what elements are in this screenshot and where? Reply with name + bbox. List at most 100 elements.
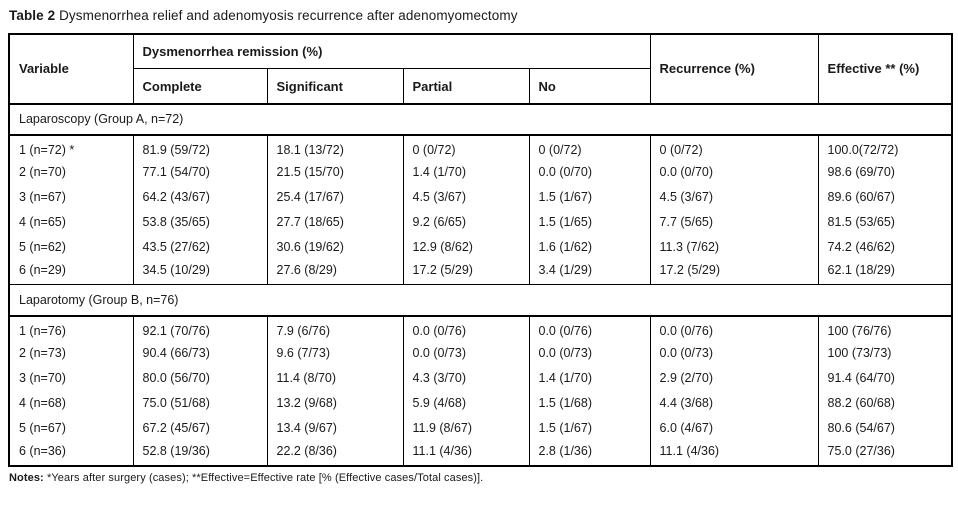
table-row: 3 (n=70) 80.0 (56/70) 11.4 (8/70) 4.3 (3/70…	[8, 365, 953, 391]
table-title-label: Table 2	[9, 8, 56, 23]
table-cell: 7.9 (6/76)	[266, 315, 404, 341]
table-cell: 0.0 (0/73)	[528, 340, 651, 366]
table-row: 2 (n=73) 90.4 (66/73) 9.6 (7/73) 0.0 (0/73)…	[8, 340, 953, 366]
row-variable-cell: 3 (n=67)	[8, 184, 134, 210]
table-cell: 4.4 (3/68)	[649, 390, 819, 416]
table-cell: 21.5 (15/70)	[266, 159, 404, 185]
table-cell: 12.9 (8/62)	[402, 234, 530, 260]
table-title-text: Dysmenorrhea relief and adenomyosis recu…	[55, 8, 518, 23]
table-row: 6 (n=29) 34.5 (10/29) 27.6 (8/29) 17.2 (5/2…	[8, 259, 953, 285]
table-row: 1 (n=76) 92.1 (70/76) 7.9 (6/76) 0.0 (0/76)…	[8, 315, 953, 341]
notes-label: Notes:	[9, 471, 44, 484]
table-cell: 81.9 (59/72)	[132, 134, 268, 160]
table-cell: 64.2 (43/67)	[132, 184, 268, 210]
table-cell: 75.0 (27/36)	[817, 440, 953, 466]
table-row: 5 (n=67) 67.2 (45/67) 13.4 (9/67) 11.9 (8/6…	[8, 415, 953, 441]
table-cell: 0 (0/72)	[649, 134, 819, 160]
row-variable-cell: 6 (n=36)	[8, 440, 134, 466]
table-cell: 9.2 (6/65)	[402, 209, 530, 235]
table-body: Laparoscopy (Group A, n=72) 1 (n=72) * 81.…	[8, 103, 953, 466]
table-cell: 11.1 (4/36)	[402, 440, 530, 466]
table-header: Variable Dysmenorrhea remission (%) Recu…	[8, 33, 953, 105]
table-cell: 4.5 (3/67)	[402, 184, 530, 210]
table-cell: 22.2 (8/36)	[266, 440, 404, 466]
section-row: Laparoscopy (Group A, n=72)	[9, 103, 953, 136]
table-row: 2 (n=70) 77.1 (54/70) 21.5 (15/70) 1.4 (1/7…	[8, 159, 953, 185]
row-variable-cell: 3 (n=70)	[8, 365, 134, 391]
section-header-label: Laparoscopy (Group A, n=72)	[9, 103, 953, 136]
table-row: 3 (n=67) 64.2 (43/67) 25.4 (17/67) 4.5 (3/6…	[8, 184, 953, 210]
column-header-effective: Effective ** (%)	[817, 33, 953, 105]
table-row: 4 (n=65) 53.8 (35/65) 27.7 (18/65) 9.2 (6/6…	[8, 209, 953, 235]
table-cell: 1.5 (1/65)	[528, 209, 651, 235]
table-cell: 62.1 (18/29)	[817, 259, 953, 285]
table-cell: 0.0 (0/76)	[402, 315, 530, 341]
table-cell: 6.0 (4/67)	[649, 415, 819, 441]
table-cell: 0 (0/72)	[528, 134, 651, 160]
data-table: Variable Dysmenorrhea remission (%) Recu…	[8, 32, 954, 467]
table-cell: 18.1 (13/72)	[266, 134, 404, 160]
table-cell: 100.0(72/72)	[817, 134, 953, 160]
column-header-no: No	[528, 68, 651, 105]
row-variable-cell: 1 (n=72) *	[8, 134, 134, 160]
notes-text: *Years after surgery (cases); **Effectiv…	[43, 471, 484, 484]
table-cell: 0 (0/72)	[402, 134, 530, 160]
column-header-remission-group: Dysmenorrhea remission (%)	[132, 33, 651, 70]
table-cell: 34.5 (10/29)	[132, 259, 268, 285]
row-variable-cell: 4 (n=65)	[8, 209, 134, 235]
table-cell: 100 (76/76)	[817, 315, 953, 341]
table-cell: 67.2 (45/67)	[132, 415, 268, 441]
table-cell: 0.0 (0/73)	[402, 340, 530, 366]
row-variable-cell: 1 (n=76)	[8, 315, 134, 341]
row-variable-cell: 2 (n=70)	[8, 159, 134, 185]
row-variable-cell: 6 (n=29)	[8, 259, 134, 285]
table-cell: 4.3 (3/70)	[402, 365, 530, 391]
table-cell: 0.0 (0/70)	[649, 159, 819, 185]
table-row: 1 (n=72) * 81.9 (59/72) 18.1 (13/72) 0 (0/7…	[8, 134, 953, 160]
table-cell: 81.5 (53/65)	[817, 209, 953, 235]
table-title: Table 2 Dysmenorrhea relief and adenomyo…	[9, 8, 951, 25]
table-cell: 27.6 (8/29)	[266, 259, 404, 285]
table-cell: 17.2 (5/29)	[402, 259, 530, 285]
row-variable-cell: 4 (n=68)	[8, 390, 134, 416]
table-row: 4 (n=68) 75.0 (51/68) 13.2 (9/68) 5.9 (4/68…	[8, 390, 953, 416]
table-cell: 90.4 (66/73)	[132, 340, 268, 366]
table-cell: 2.8 (1/36)	[528, 440, 651, 466]
table-cell: 80.0 (56/70)	[132, 365, 268, 391]
table-cell: 11.1 (4/36)	[649, 440, 819, 466]
table-cell: 77.1 (54/70)	[132, 159, 268, 185]
table-cell: 92.1 (70/76)	[132, 315, 268, 341]
section-row: Laparotomy (Group B, n=76)	[9, 284, 953, 317]
table-cell: 1.4 (1/70)	[528, 365, 651, 391]
table-cell: 43.5 (27/62)	[132, 234, 268, 260]
table-cell: 1.5 (1/67)	[528, 184, 651, 210]
table-cell: 91.4 (64/70)	[817, 365, 953, 391]
table-cell: 3.4 (1/29)	[528, 259, 651, 285]
table-cell: 30.6 (19/62)	[266, 234, 404, 260]
table-cell: 17.2 (5/29)	[649, 259, 819, 285]
table-notes: Notes: *Years after surgery (cases); **E…	[9, 472, 951, 484]
table-cell: 11.9 (8/67)	[402, 415, 530, 441]
table-cell: 52.8 (19/36)	[132, 440, 268, 466]
table-cell: 7.7 (5/65)	[649, 209, 819, 235]
table-cell: 1.5 (1/68)	[528, 390, 651, 416]
table-cell: 4.5 (3/67)	[649, 184, 819, 210]
table-cell: 2.9 (2/70)	[649, 365, 819, 391]
table-cell: 25.4 (17/67)	[266, 184, 404, 210]
column-header-partial: Partial	[402, 68, 530, 105]
column-header-recurrence: Recurrence (%)	[649, 33, 819, 105]
table-cell: 0.0 (0/76)	[649, 315, 819, 341]
table-cell: 100 (73/73)	[817, 340, 953, 366]
table-cell: 98.6 (69/70)	[817, 159, 953, 185]
table-cell: 27.7 (18/65)	[266, 209, 404, 235]
table-cell: 89.6 (60/67)	[817, 184, 953, 210]
section-header-label: Laparotomy (Group B, n=76)	[9, 284, 953, 317]
column-header-significant: Significant	[266, 68, 404, 105]
table-cell: 1.5 (1/67)	[528, 415, 651, 441]
table-cell: 13.2 (9/68)	[266, 390, 404, 416]
table-cell: 11.3 (7/62)	[649, 234, 819, 260]
table-cell: 0.0 (0/70)	[528, 159, 651, 185]
table-cell: 11.4 (8/70)	[266, 365, 404, 391]
row-variable-cell: 5 (n=67)	[8, 415, 134, 441]
table-cell: 75.0 (51/68)	[132, 390, 268, 416]
